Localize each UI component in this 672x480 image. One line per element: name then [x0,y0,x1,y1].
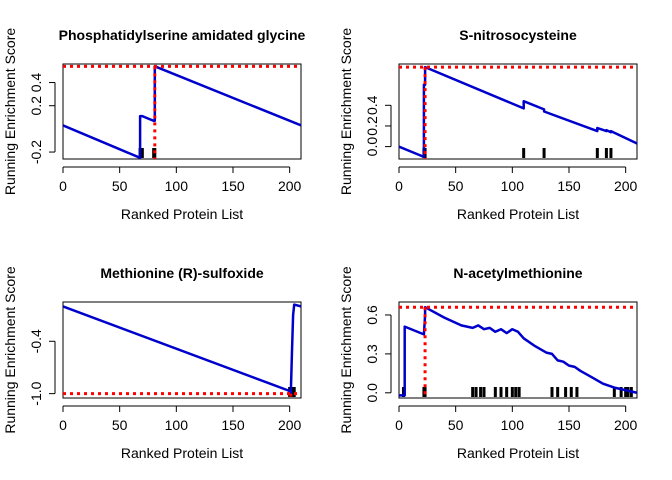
plot-frame [62,301,302,399]
plot-area [399,305,637,398]
chart-title: Methionine (R)-sulfoxide [100,265,264,281]
chart-panel-2: S-nitrosocysteine Ranked Protein List Runn… [338,27,638,222]
x-tick-label: 50 [448,178,464,194]
x-tick-label: 0 [59,178,67,194]
enrichment-score-line [399,65,637,159]
x-tick-label: 50 [112,178,128,194]
y-axis-label: Running Enrichment Score [338,28,354,196]
x-tick-label: 50 [112,417,128,433]
x-tick-label: 200 [614,178,638,194]
enrichment-score-line [63,65,301,159]
y-tick-label: 0.0 [364,137,380,157]
x-tick-label: 200 [278,417,302,433]
plot-frame [398,63,638,160]
x-tick-label: 0 [59,417,67,433]
y-tick-label: 0.0 [364,383,380,403]
enrichment-score-line [399,305,637,397]
chart-title: S-nitrosocysteine [459,27,577,43]
y-tick-label: 0.4 [364,95,380,115]
x-tick-label: 150 [557,178,581,194]
y-axis-label: Running Enrichment Score [338,266,354,434]
y-axis-label: Running Enrichment Score [2,28,18,196]
y-tick-label: 0.2 [364,116,380,136]
x-tick-label: 150 [557,417,581,433]
plot-area [399,65,637,159]
y-tick-label: -1.0 [28,381,44,405]
x-tick-label: 0 [395,178,403,194]
y-tick-label: 0.2 [28,96,44,116]
y-tick-label: -0.4 [28,329,44,353]
x-axis-label: Ranked Protein List [121,206,243,222]
x-tick-label: 200 [614,417,638,433]
plot-area [63,303,301,398]
x-axis-label: Ranked Protein List [457,445,579,461]
chart-title: N-acetylmethionine [453,265,582,281]
chart-panel-1: Phosphatidylserine amidated glycine Ranke… [2,27,306,222]
x-tick-label: 150 [221,178,245,194]
x-axis-label: Ranked Protein List [457,206,579,222]
chart-title: Phosphatidylserine amidated glycine [59,27,306,43]
x-axis-label: Ranked Protein List [121,445,243,461]
y-tick-label: 0.4 [28,73,44,93]
x-tick-label: 100 [501,417,525,433]
x-tick-label: 100 [501,178,525,194]
x-tick-label: 150 [221,417,245,433]
enrichment-score-line [63,303,301,395]
y-axis-label: Running Enrichment Score [2,266,18,434]
y-tick-label: -0.2 [28,140,44,164]
plot-frame [62,63,302,160]
chart-panel-4: N-acetylmethionine Ranked Protein List Run… [338,265,638,461]
plot-area [63,64,301,159]
chart-panel-3: Methionine (R)-sulfoxide Ranked Protein L… [2,265,302,461]
plot-frame [398,301,638,399]
x-tick-label: 0 [395,417,403,433]
x-tick-label: 100 [165,178,189,194]
y-tick-label: 0.3 [364,344,380,364]
x-tick-label: 50 [448,417,464,433]
y-tick-label: 0.6 [364,305,380,325]
x-tick-label: 100 [165,417,189,433]
x-tick-label: 200 [278,178,302,194]
